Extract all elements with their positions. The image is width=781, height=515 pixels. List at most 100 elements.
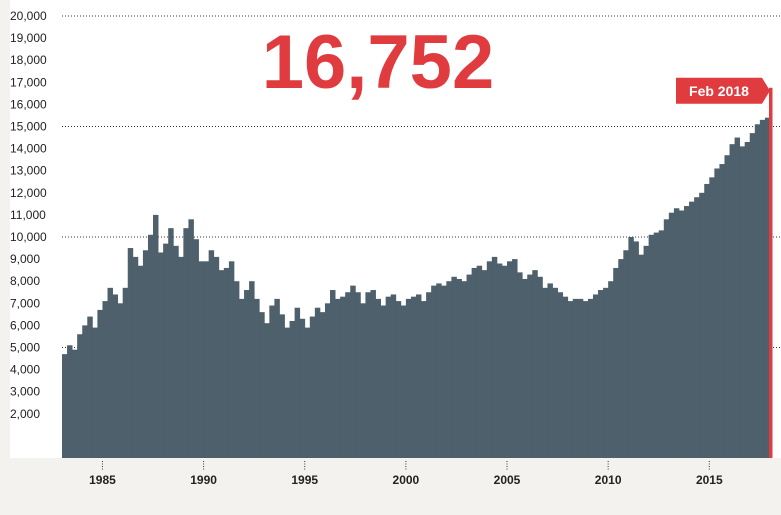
area-bar [132,256,139,458]
area-bar [67,345,73,458]
area-bar [102,301,108,458]
area-bar [517,272,523,458]
area-bar [613,267,619,458]
area-bar [335,298,341,458]
area-bar [82,325,88,458]
x-tick-label: 2005 [494,473,521,487]
area-bar [370,290,376,458]
area-bar [421,301,427,458]
x-tick-label: 2015 [696,473,723,487]
y-tick-label: 16,000 [10,97,47,111]
area-bar [441,285,447,458]
area-bar [547,283,553,458]
area-bar [97,309,103,458]
area-bar [355,292,361,458]
area-bar [264,323,270,458]
area-bar [62,354,68,458]
area-bar [158,252,164,458]
area-bar [562,296,569,458]
area-bar [294,307,301,458]
area-bar [446,281,452,458]
area-bar [451,276,457,458]
area-bar [552,287,558,458]
area-bar [658,230,665,458]
area-bar [259,312,265,458]
area-bar [537,276,543,458]
area-bar [380,305,387,458]
area-bar [653,232,660,458]
area-bar [208,250,215,458]
y-tick-label: 6,000 [10,318,40,332]
area-bar [481,270,488,458]
y-tick-label: 13,000 [10,164,47,178]
area-layer [62,87,773,459]
x-tick-label: 2010 [595,473,622,487]
area-bar [749,133,756,458]
area-bar [299,318,306,458]
area-bar [274,298,280,458]
area-bar [466,274,473,458]
area-bar [415,294,422,458]
area-bar [410,296,417,458]
area-bar [512,259,518,458]
area-bar [739,146,746,458]
area-bar [729,144,735,458]
area-bar [426,292,432,458]
area-bar [92,327,98,458]
area-bar [471,267,478,458]
area-bar [163,243,169,458]
area-bar [709,177,715,458]
area-bar [724,155,730,459]
y-tick-label: 20,000 [10,9,47,23]
area-bar [592,294,599,458]
area-bar [678,210,685,458]
area-bar [689,201,695,458]
x-tick-label: 1995 [291,473,318,487]
area-bar [309,316,316,458]
area-bar [633,241,639,458]
area-bar [714,168,720,459]
y-tick-label: 12,000 [10,186,47,200]
area-bar [228,261,235,458]
area-bar [699,192,705,459]
area-bar [628,237,634,458]
area-bar [405,298,412,458]
area-bar [507,261,513,458]
area-bar [365,292,371,458]
area-bar [233,281,240,458]
area-bar [704,183,710,458]
area-bar [153,214,159,458]
area-bar [345,292,351,458]
area-bar [587,298,594,458]
y-tick-label: 7,000 [10,296,40,310]
area-bar [532,270,538,458]
axis-layer: 2,000 3,000 4,000 5,000 6,000 7,000 8,000 9,000… [10,9,723,487]
area-bar [330,290,336,458]
area-bar [72,349,78,458]
area-bar [238,298,245,458]
area-bar [668,212,675,458]
area-bar [218,270,225,458]
area-bar [759,119,766,459]
area-bar [436,283,442,458]
area-bar [350,285,356,458]
area-bar [314,307,321,458]
area-bar [198,261,204,458]
y-tick-label: 3,000 [10,385,40,399]
area-bar [431,285,437,458]
area-bar [598,290,604,458]
x-tick-label: 1990 [190,473,217,487]
area-bar [582,301,589,458]
area-bar [754,124,761,458]
area-bar [112,294,119,458]
area-bar [461,281,467,458]
y-tick-label: 9,000 [10,252,40,266]
y-tick-label: 8,000 [10,274,40,288]
area-bar [456,278,462,458]
callout-label: Feb 2018 [689,83,749,99]
area-bar [744,141,751,458]
area-bar [663,219,670,458]
area-bar [254,298,260,458]
area-bar [122,287,129,458]
y-tick-label: 11,000 [10,208,46,222]
